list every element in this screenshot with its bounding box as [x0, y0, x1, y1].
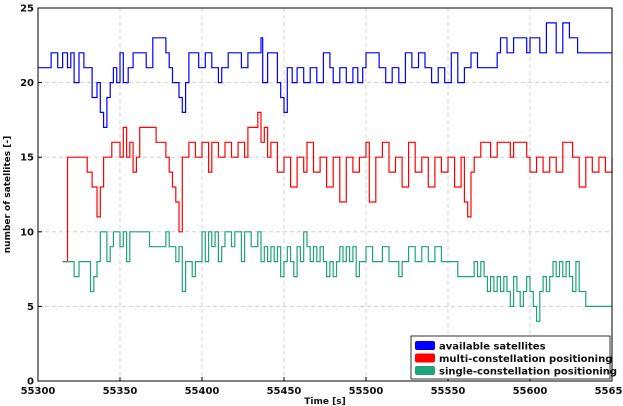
plot-area [38, 8, 612, 381]
legend-swatch [415, 353, 435, 363]
x-tick-label: 55400 [185, 386, 220, 397]
legend-box [410, 335, 611, 380]
x-tick-label: 55300 [21, 386, 56, 397]
x-tick-label: 55350 [103, 386, 138, 397]
series-line [62, 231, 612, 322]
y-tick-label: 15 [20, 153, 34, 164]
legend: available satellitesmulti-constellation … [410, 335, 617, 380]
legend-swatch [415, 341, 435, 350]
y-tick-label: 10 [20, 227, 34, 238]
series-line [38, 22, 612, 128]
series-line [62, 111, 613, 263]
x-tick-label: 55550 [431, 386, 466, 397]
legend-label: available satellites [439, 342, 546, 353]
grid-lines [38, 8, 612, 381]
x-tick-label: 55600 [513, 386, 548, 397]
x-axis-title: Time [s] [304, 397, 345, 406]
legend-label: single-constellation positioning [439, 367, 617, 378]
axis-ticks: 55300 55350 55400 55450 55500 55550 55600 5565 0… [20, 4, 623, 398]
y-axis-title: number of satellites [-] [3, 136, 13, 254]
plot-frame [37, 7, 613, 382]
legend-swatch [415, 366, 435, 375]
x-tick-label: 55450 [267, 386, 302, 397]
y-tick-label: 25 [20, 4, 34, 15]
legend-label: multi-constellation positioning [439, 354, 612, 365]
y-tick-label: 5 [27, 302, 34, 313]
series-lines [38, 22, 613, 322]
y-tick-label: 0 [27, 377, 34, 388]
x-tick-label: 55500 [349, 386, 384, 397]
y-tick-label: 20 [20, 78, 34, 89]
